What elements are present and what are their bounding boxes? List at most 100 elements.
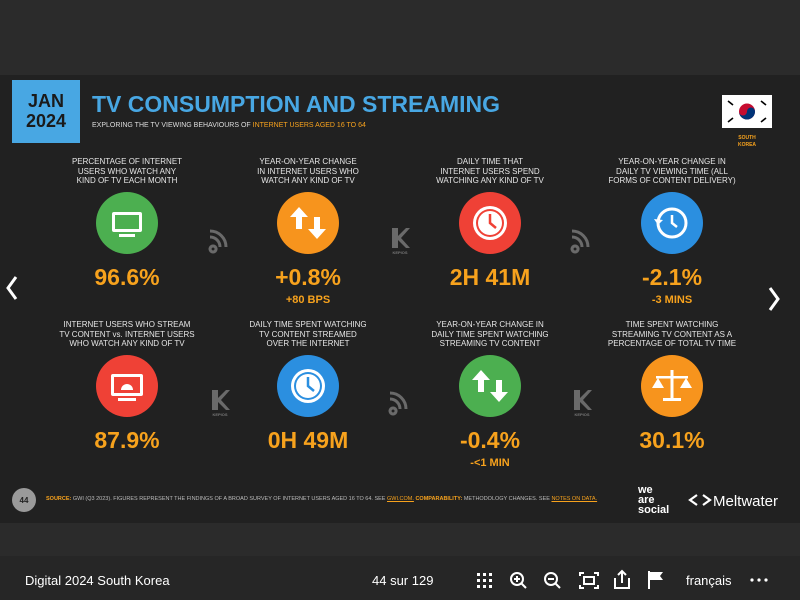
stat-sub: -3 MINS bbox=[651, 294, 693, 306]
stat-label-line: DAILY TIME SPENT WATCHING bbox=[431, 329, 549, 339]
date-year: 2024 bbox=[25, 111, 67, 131]
stat-label-line: WHO WATCH ANY KIND OF TV bbox=[69, 339, 185, 348]
stat-sub: +80 BPS bbox=[285, 294, 331, 306]
watermark bbox=[570, 229, 590, 254]
meltwater-logo: Meltwater bbox=[713, 493, 778, 510]
subtitle-prefix: EXPLORING THE TV VIEWING BEHAVIOURS OF bbox=[92, 122, 251, 129]
icon-glyph bbox=[472, 370, 508, 402]
icon-glyph bbox=[291, 369, 325, 403]
stat-value: 2H 41M bbox=[449, 264, 531, 290]
stat-label-line: TIME SPENT WATCHING bbox=[625, 320, 719, 329]
toolbar: Digital 2024 South Korea 44 sur 129 fran… bbox=[0, 556, 800, 600]
prev-arrow[interactable] bbox=[6, 276, 18, 300]
watermark-shape bbox=[574, 390, 592, 410]
page-counter: 44 sur 129 bbox=[372, 573, 434, 588]
footer: SOURCE: GWI (Q3 2023). FIGURES REPRESENT… bbox=[46, 496, 597, 502]
stat-label: INTERNET USERS WHO STREAM TV CONTENT vs. … bbox=[42, 320, 212, 349]
share-icon[interactable] bbox=[614, 569, 630, 589]
next-arrow[interactable] bbox=[768, 287, 780, 311]
watermark bbox=[388, 391, 408, 416]
stat-value: 96.6% bbox=[94, 264, 160, 290]
stat-label-line: OVER THE INTERNET bbox=[266, 339, 350, 348]
stat-icon bbox=[459, 192, 521, 254]
stat-icon bbox=[277, 192, 339, 254]
icon-glyph bbox=[473, 206, 507, 240]
logo-line: we bbox=[637, 484, 653, 496]
stat-label: TIME SPENT WATCHING STREAMING TV CONTENT … bbox=[587, 320, 757, 349]
icon-shape bbox=[663, 398, 681, 401]
stat-label-line: YEAR-ON-YEAR CHANGE IN bbox=[618, 157, 726, 166]
slide: JAN 2024 TV CONSUMPTION AND STREAMING EX… bbox=[0, 75, 800, 523]
stat-value: 87.9% bbox=[94, 427, 160, 453]
stat-label: PERCENTAGE OF INTERNET USERS WHO WATCH AN… bbox=[42, 157, 212, 186]
language[interactable]: français bbox=[686, 573, 732, 588]
country-line: KOREA bbox=[738, 142, 756, 148]
stat-label: DAILY TIME SPENT WATCHING TV CONTENT STRE… bbox=[223, 320, 393, 349]
stat-icon bbox=[641, 355, 703, 417]
icon-circle bbox=[459, 355, 521, 417]
zoom-out[interactable] bbox=[544, 572, 561, 589]
icon-shape bbox=[654, 219, 663, 225]
watermark-text: KEPIOS bbox=[392, 250, 407, 255]
source-link[interactable]: GWI.COM. bbox=[387, 496, 414, 502]
toolbar-icons bbox=[477, 569, 768, 589]
flag: SOUTH KOREA bbox=[722, 95, 772, 148]
slide-title: TV CONSUMPTION AND STREAMING bbox=[92, 91, 501, 117]
more-icon[interactable] bbox=[750, 578, 768, 582]
stat-label-line: DAILY TV VIEWING TIME (ALL bbox=[616, 166, 728, 176]
icon-shape bbox=[670, 215, 678, 228]
stat-label-line: STREAMING TV CONTENT AS A bbox=[611, 329, 733, 339]
icon-shape bbox=[656, 376, 688, 379]
icon-glyph bbox=[290, 207, 326, 239]
stat-label-line: WATCH ANY KIND OF TV bbox=[261, 176, 355, 185]
stat-label-line: DAILY TIME SPENT WATCHING bbox=[249, 320, 367, 329]
stat-icon bbox=[96, 192, 158, 254]
stat-label-line: YEAR-ON-YEAR CHANGE bbox=[259, 157, 357, 166]
logo-line: are bbox=[638, 494, 655, 506]
icon-shape bbox=[118, 398, 136, 401]
watermark-text: KEPIOS bbox=[574, 412, 589, 417]
grid-icon[interactable] bbox=[477, 573, 492, 588]
stat-label-line: IN INTERNET USERS WHO bbox=[257, 166, 359, 176]
notes-link[interactable]: NOTES ON DATA. bbox=[551, 496, 598, 502]
stat-label-line: TV CONTENT STREAMED bbox=[259, 329, 357, 339]
stat-label-line: INTERNET USERS SPEND bbox=[440, 166, 540, 176]
stat-label: YEAR-ON-YEAR CHANGE IN DAILY TV VIEWING T… bbox=[587, 157, 757, 186]
source-text: GWI (Q3 2023). FIGURES REPRESENT THE FIN… bbox=[72, 496, 386, 502]
icon-shape bbox=[306, 377, 315, 392]
icon-shape bbox=[670, 370, 674, 398]
stat-value: +0.8% bbox=[275, 264, 341, 290]
comparability-label: COMPARABILITY: bbox=[415, 496, 463, 502]
meltwater-mark bbox=[688, 494, 712, 506]
stat-value: 30.1% bbox=[639, 427, 705, 453]
stat-label-line: KIND OF TV EACH MONTH bbox=[76, 176, 178, 185]
logo-line: social bbox=[638, 504, 669, 516]
icon-shape bbox=[121, 384, 133, 390]
icon-shape bbox=[472, 370, 508, 402]
stat-value: 0H 49M bbox=[267, 427, 349, 453]
stat-label: YEAR-ON-YEAR CHANGE IN INTERNET USERS WHO… bbox=[223, 157, 393, 186]
icon-shape bbox=[115, 215, 139, 229]
flag-icon[interactable] bbox=[648, 571, 663, 589]
subtitle-highlight: INTERNET USERS AGED 16 TO 64 bbox=[252, 122, 366, 129]
stat-label-line: DAILY TIME THAT bbox=[457, 157, 523, 166]
stat-label-line: WATCHING ANY KIND OF TV bbox=[436, 176, 544, 185]
doc-title: Digital 2024 South Korea bbox=[25, 573, 170, 588]
watermark-shape bbox=[388, 391, 408, 416]
comparability-text: METHODOLOGY CHANGES. SEE bbox=[463, 496, 550, 502]
zoom-in[interactable] bbox=[510, 572, 527, 589]
fit-icon[interactable] bbox=[579, 572, 599, 589]
icon-glyph bbox=[654, 207, 688, 239]
date-month: JAN bbox=[27, 91, 64, 111]
slide-subtitle: EXPLORING THE TV VIEWING BEHAVIOURS OF I… bbox=[92, 122, 366, 129]
stat-label: DAILY TIME THAT INTERNET USERS SPEND WATCH… bbox=[405, 157, 575, 186]
stat-value: -0.4% bbox=[459, 427, 521, 453]
watermark-shape bbox=[212, 390, 230, 410]
icon-shape bbox=[119, 234, 135, 237]
stat-value: -2.1% bbox=[641, 264, 703, 290]
watermark: KEPIOS bbox=[212, 390, 230, 417]
stat-icon bbox=[641, 192, 703, 254]
stat-label-line: PERCENTAGE OF INTERNET bbox=[71, 157, 183, 166]
icon-glyph bbox=[112, 212, 142, 237]
